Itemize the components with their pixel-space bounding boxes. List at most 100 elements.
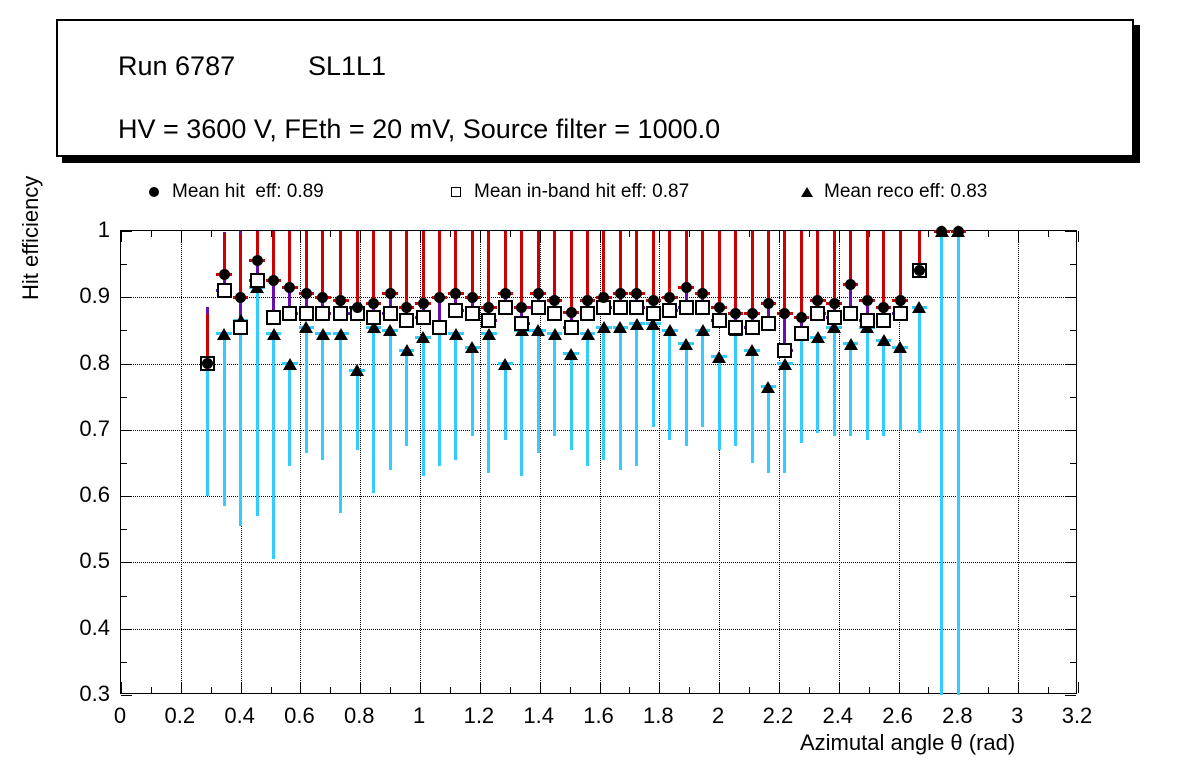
y-axis-tick — [121, 231, 132, 232]
error-bar-vertical — [339, 231, 343, 301]
error-bar-vertical — [586, 231, 590, 301]
data-point-reco-eff — [580, 327, 595, 340]
filled-circle-icon — [138, 172, 172, 212]
data-point-hit-eff — [434, 291, 445, 303]
data-point-reco-eff — [315, 327, 330, 340]
error-bar-vertical — [536, 330, 540, 454]
data-point-reco-eff — [217, 327, 232, 340]
error-bar-vertical — [586, 333, 590, 467]
y-axis-tick — [121, 429, 132, 431]
error-bar-vertical — [618, 231, 622, 294]
x-axis-minor-tick — [330, 687, 332, 693]
x-axis-tick-top — [1078, 231, 1079, 242]
x-axis-tick — [300, 682, 302, 693]
data-point-inband-eff — [645, 306, 661, 322]
data-point-inband-eff — [298, 306, 314, 322]
y-gridline — [121, 429, 1076, 431]
data-point-inband-eff — [216, 283, 232, 299]
data-point-inband-eff — [547, 306, 563, 322]
x-axis-minor-tick-top — [270, 231, 272, 237]
x-axis-tick — [778, 682, 780, 693]
data-point-reco-eff — [777, 357, 792, 370]
data-point-hit-eff — [335, 295, 347, 307]
x-tick-label: 1 — [412, 703, 426, 728]
data-point-hit-eff — [878, 301, 890, 313]
data-point-hit-eff — [779, 308, 791, 320]
x-axis-tick-top — [479, 231, 481, 242]
y-axis-minor-tick-right — [1070, 529, 1076, 531]
data-point-reco-eff — [712, 350, 727, 363]
data-point-reco-eff — [893, 341, 908, 353]
y-tick-label: 0.4 — [79, 614, 110, 640]
error-bar-vertical — [553, 231, 557, 301]
error-bar-vertical — [438, 327, 441, 467]
error-bar-vertical — [602, 327, 606, 460]
x-gridline — [300, 231, 302, 693]
data-point-reco-eff — [465, 341, 480, 353]
data-point-hit-eff — [351, 301, 363, 313]
error-bar-vertical — [288, 231, 292, 288]
error-bar-vertical — [388, 330, 392, 470]
error-bar-vertical — [635, 231, 639, 294]
x-tick-label: 0.4 — [224, 703, 255, 728]
error-bar-vertical — [421, 231, 425, 304]
data-point-inband-eff — [315, 306, 331, 322]
x-gridline — [180, 231, 182, 693]
error-bar-vertical — [388, 231, 392, 294]
x-tick-label: 2 — [712, 703, 725, 728]
x-axis-minor-tick — [1048, 687, 1050, 693]
plot-frame — [120, 225, 1079, 696]
error-bar-vertical — [222, 232, 226, 275]
error-bar-vertical — [766, 231, 770, 304]
x-axis-tick-top — [180, 231, 182, 242]
legend-entry-hit-eff: Mean hit eff: 0.89 — [138, 172, 324, 212]
data-point-inband-eff — [711, 312, 727, 328]
x-axis-minor-tick — [808, 687, 810, 693]
data-point-hit-eff — [598, 291, 610, 303]
error-bar-vertical — [272, 333, 276, 560]
x-gridline — [838, 231, 840, 693]
error-bar-vertical — [618, 327, 622, 470]
error-bar-vertical — [882, 231, 886, 308]
data-point-hit-eff — [894, 295, 906, 307]
data-point-hit-eff — [828, 298, 840, 310]
x-axis-minor-tick — [749, 687, 751, 693]
x-tick-label: 1.8 — [643, 703, 674, 728]
error-bar-vertical — [304, 231, 308, 294]
error-bar-vertical — [668, 231, 672, 298]
x-axis-tick-top — [420, 231, 422, 242]
data-point-inband-eff — [859, 312, 875, 328]
data-point-reco-eff — [596, 321, 611, 334]
y-axis-minor-tick-right — [1070, 661, 1076, 663]
data-point-inband-eff — [695, 299, 711, 315]
error-bar-vertical — [206, 313, 210, 364]
y-tick-label: 0.5 — [79, 548, 110, 574]
error-bar-vertical — [717, 356, 721, 450]
error-bar-vertical — [454, 333, 458, 460]
data-point-hit-eff — [730, 308, 742, 320]
x-axis-tick-top — [1018, 231, 1020, 242]
data-point-reco-eff — [810, 331, 825, 344]
error-bar-vertical — [832, 231, 836, 304]
data-point-inband-eff — [580, 306, 596, 322]
error-bar-vertical — [882, 340, 886, 437]
x-gridline — [778, 231, 780, 693]
error-bar-vertical — [470, 347, 474, 437]
error-bar-vertical — [321, 231, 325, 298]
data-point-inband-eff — [399, 312, 415, 328]
x-axis-tick — [240, 682, 242, 693]
data-point-hit-eff — [218, 268, 230, 280]
data-point-reco-eff — [912, 301, 927, 314]
data-point-reco-eff — [350, 364, 365, 377]
x-axis-minor-tick — [629, 687, 631, 693]
data-point-hit-eff — [284, 281, 296, 293]
data-point-reco-eff — [679, 337, 694, 350]
y-axis-minor-tick-right — [1070, 330, 1076, 332]
data-point-hit-eff — [532, 288, 544, 300]
data-point-inband-eff — [678, 299, 694, 315]
y-axis-tick — [121, 297, 132, 299]
error-bar-vertical — [651, 231, 655, 301]
data-point-inband-eff — [464, 306, 480, 322]
error-bar-vertical — [288, 363, 292, 467]
